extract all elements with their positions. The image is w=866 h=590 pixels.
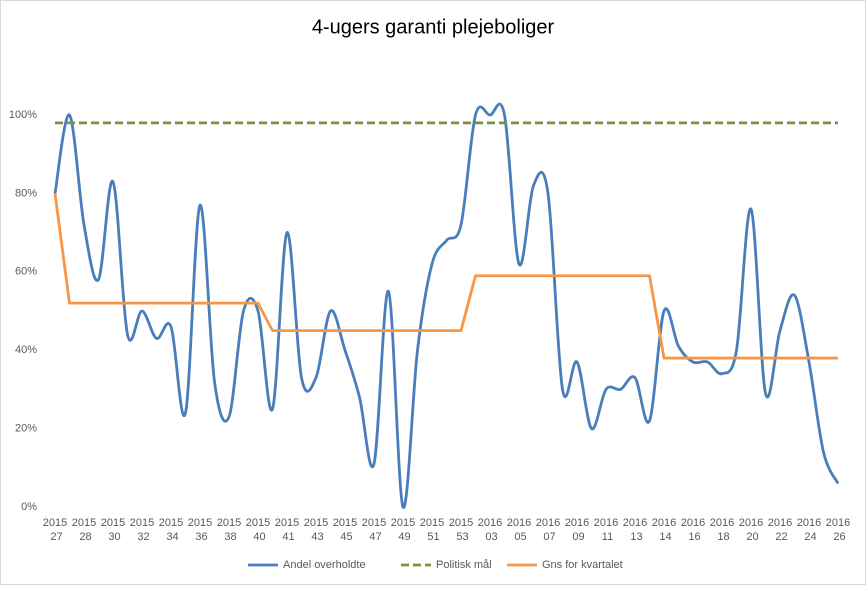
x-tick-label: 2015 45 <box>333 517 357 543</box>
y-tick-label: 40% <box>15 344 37 356</box>
x-tick-label: 2016 26 <box>826 517 850 543</box>
x-tick-label: 2015 38 <box>217 517 241 543</box>
y-tick-label: 100% <box>9 109 37 121</box>
x-tick-label: 2016 18 <box>710 517 734 543</box>
x-tick-label: 2015 53 <box>449 517 473 543</box>
legend-label: Andel overholdte <box>283 559 366 571</box>
x-tick-label: 2016 09 <box>565 517 589 543</box>
x-tick-label: 2016 05 <box>507 517 531 543</box>
x-tick-label: 2016 03 <box>478 517 502 543</box>
x-tick-label: 2015 51 <box>420 517 444 543</box>
x-tick-label: 2015 43 <box>304 517 328 543</box>
x-tick-label: 2016 24 <box>797 517 821 543</box>
x-tick-label: 2016 16 <box>681 517 705 543</box>
x-tick-label: 2016 07 <box>536 517 560 543</box>
x-tick-label: 2015 30 <box>101 517 125 543</box>
y-tick-label: 20% <box>15 423 37 435</box>
legend-label: Gns for kvartalet <box>542 559 623 571</box>
chart-title: 4-ugers garanti plejeboliger <box>312 16 555 38</box>
x-tick-label: 2015 41 <box>275 517 299 543</box>
series-line <box>53 193 838 360</box>
x-tick-label: 2015 47 <box>362 517 386 543</box>
legend-label: Politisk mål <box>436 559 492 571</box>
y-tick-label: 60% <box>15 266 37 278</box>
x-tick-label: 2015 49 <box>391 517 415 543</box>
x-tick-label: 2016 13 <box>623 517 647 543</box>
x-tick-label: 2015 36 <box>188 517 212 543</box>
x-tick-label: 2015 27 <box>43 517 67 543</box>
y-tick-label: 0% <box>21 501 37 513</box>
x-tick-label: 2016 22 <box>768 517 792 543</box>
x-tick-label: 2015 32 <box>130 517 154 543</box>
x-tick-label: 2015 40 <box>246 517 270 543</box>
y-tick-label: 80% <box>15 187 37 199</box>
x-tick-label: 2016 14 <box>652 517 676 543</box>
x-tick-label: 2015 34 <box>159 517 183 543</box>
series-line <box>53 102 840 509</box>
x-tick-label: 2015 28 <box>72 517 96 543</box>
x-tick-label: 2016 11 <box>594 517 618 543</box>
x-tick-label: 2016 20 <box>739 517 763 543</box>
